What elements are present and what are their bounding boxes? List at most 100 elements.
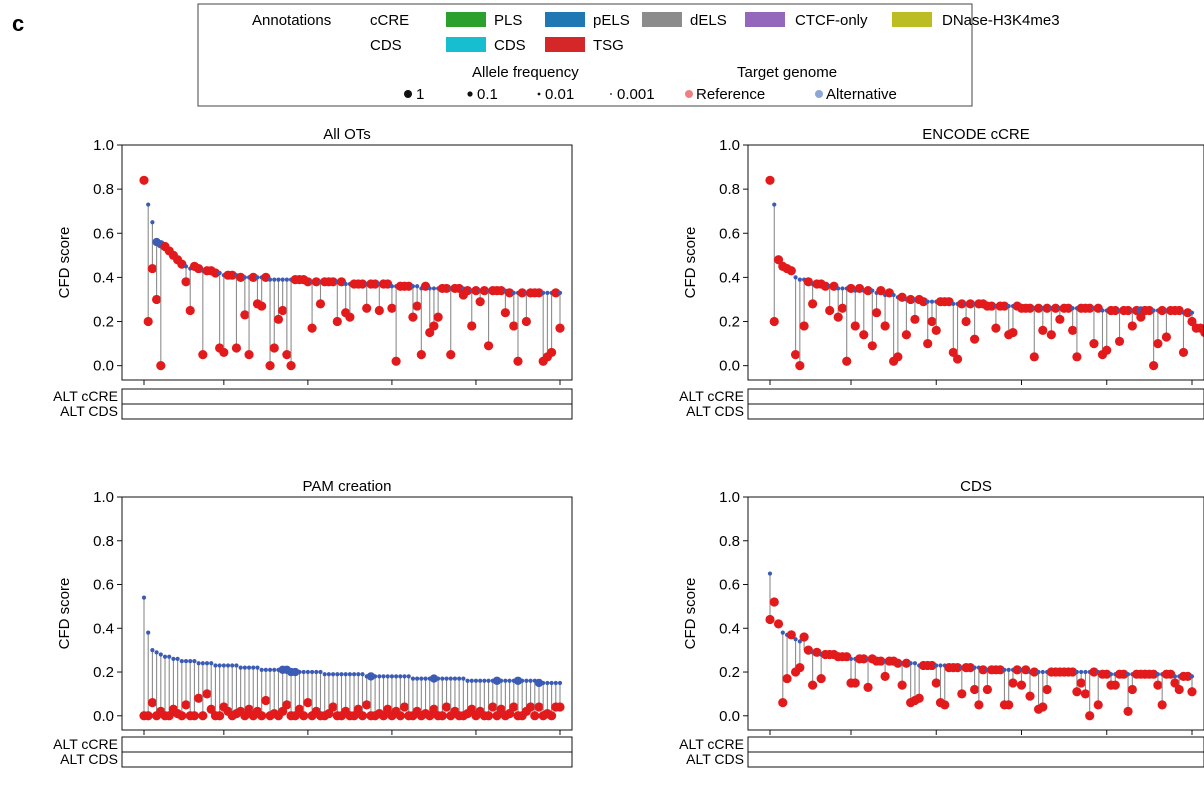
y-tick-label: 0.6 bbox=[93, 577, 114, 594]
reference-point bbox=[378, 711, 389, 721]
reference-point bbox=[462, 286, 473, 296]
y-axis-label: CFD score bbox=[682, 578, 699, 650]
reference-point bbox=[278, 706, 288, 717]
reference-point bbox=[1174, 684, 1184, 695]
alternative-point bbox=[242, 275, 247, 280]
legend-swatch-pls bbox=[446, 12, 486, 27]
legend-af-dot-0.01 bbox=[537, 92, 541, 96]
reference-point bbox=[324, 708, 334, 719]
track-label: ALT CDS bbox=[686, 751, 744, 767]
reference-point bbox=[315, 299, 326, 309]
reference-point bbox=[546, 711, 557, 721]
reference-point bbox=[345, 312, 355, 322]
track-label: ALT cCRE bbox=[53, 388, 118, 404]
y-tick-label: 0.0 bbox=[719, 708, 740, 725]
reference-point bbox=[475, 297, 485, 307]
reference-point bbox=[446, 350, 456, 360]
reference-point bbox=[1178, 347, 1189, 358]
alternative-point bbox=[415, 284, 420, 289]
legend-label-tsg: TSG bbox=[593, 37, 624, 54]
reference-point bbox=[970, 334, 980, 344]
reference-point bbox=[1157, 700, 1167, 710]
alternative-point bbox=[330, 672, 336, 677]
reference-point bbox=[504, 288, 515, 298]
reference-point bbox=[1187, 316, 1197, 327]
alternative-point bbox=[246, 665, 252, 670]
reference-point bbox=[820, 281, 831, 291]
track-CDS bbox=[747, 403, 1204, 420]
alternative-point bbox=[196, 661, 201, 666]
reference-point bbox=[833, 312, 843, 322]
alternative-point bbox=[557, 680, 563, 686]
chart-title: ENCODE cCRE bbox=[922, 126, 1030, 143]
alternative-point bbox=[541, 680, 546, 686]
legend-swatch-dels bbox=[642, 12, 682, 27]
alternative-point bbox=[1155, 672, 1160, 677]
alternative-point bbox=[797, 639, 802, 644]
y-tick-label: 1.0 bbox=[719, 489, 740, 506]
alternative-point bbox=[499, 678, 504, 683]
alternative-point bbox=[1100, 308, 1105, 313]
track-label: ALT CDS bbox=[60, 403, 118, 419]
reference-point bbox=[1068, 667, 1078, 677]
alternative-point bbox=[545, 290, 550, 295]
y-tick-label: 0.2 bbox=[719, 314, 740, 331]
alternative-point bbox=[511, 290, 516, 295]
reference-point bbox=[357, 711, 368, 721]
reference-point bbox=[362, 700, 372, 710]
reference-point bbox=[927, 316, 937, 327]
reference-point bbox=[1025, 303, 1035, 313]
alternative-point bbox=[326, 672, 331, 677]
alternative-point bbox=[291, 667, 300, 677]
alternative-point bbox=[213, 663, 218, 668]
alternative-point bbox=[179, 658, 184, 664]
legend-annotations-label: Annotations bbox=[252, 12, 331, 29]
track-label: ALT cCRE bbox=[679, 736, 744, 752]
reference-point bbox=[1050, 303, 1061, 313]
y-tick-label: 0.0 bbox=[719, 358, 740, 375]
reference-point bbox=[918, 297, 929, 307]
y-tick-label: 0.2 bbox=[93, 664, 114, 681]
reference-point bbox=[236, 272, 246, 282]
reference-point bbox=[387, 303, 397, 313]
alternative-point bbox=[309, 669, 315, 675]
alternative-point bbox=[423, 676, 428, 681]
reference-point bbox=[1008, 678, 1018, 688]
reference-point bbox=[880, 671, 890, 681]
alternative-point bbox=[444, 676, 449, 681]
legend-label-ctcf: CTCF-only bbox=[795, 12, 868, 29]
reference-point bbox=[412, 301, 422, 311]
reference-point bbox=[425, 711, 435, 721]
alternative-point bbox=[478, 678, 483, 683]
alternative-point bbox=[188, 658, 193, 664]
reference-point bbox=[1008, 327, 1018, 338]
reference-point bbox=[1072, 352, 1082, 362]
reference-point bbox=[893, 658, 903, 668]
reference-point bbox=[1183, 671, 1193, 681]
alternative-point bbox=[267, 667, 273, 672]
reference-point bbox=[240, 711, 250, 721]
reference-point bbox=[957, 299, 967, 309]
y-axis-label: CFD score bbox=[682, 227, 699, 299]
reference-point bbox=[901, 330, 912, 340]
alternative-point bbox=[251, 665, 256, 670]
reference-point bbox=[1102, 669, 1112, 679]
reference-point bbox=[1102, 345, 1112, 355]
reference-point bbox=[1038, 702, 1048, 712]
alternative-point bbox=[402, 674, 407, 679]
reference-point bbox=[1123, 706, 1133, 717]
reference-point bbox=[534, 288, 544, 298]
alternative-point bbox=[389, 674, 395, 679]
legend-af-dot-0.001 bbox=[610, 93, 612, 95]
y-tick-label: 0.0 bbox=[93, 708, 114, 725]
reference-point bbox=[147, 698, 158, 708]
reference-point bbox=[303, 698, 313, 708]
reference-point bbox=[1157, 305, 1167, 316]
reference-point bbox=[429, 321, 439, 331]
y-axis-label: CFD score bbox=[56, 578, 73, 650]
reference-point bbox=[408, 312, 418, 322]
reference-point bbox=[488, 702, 498, 712]
reference-point bbox=[416, 350, 426, 360]
alternative-point bbox=[356, 672, 361, 677]
alternative-point bbox=[1079, 669, 1084, 675]
